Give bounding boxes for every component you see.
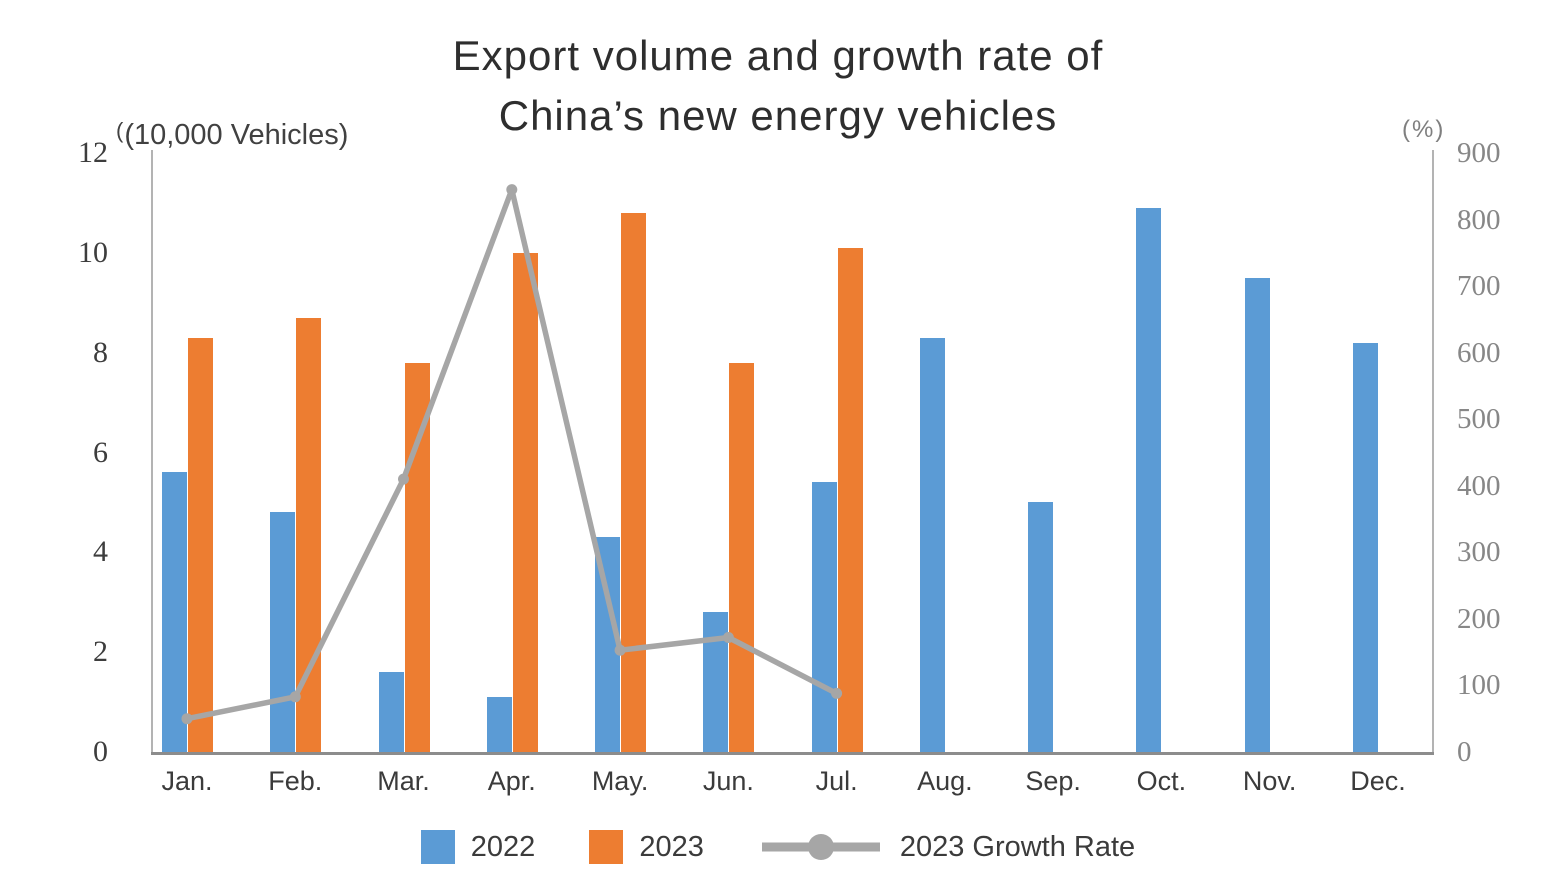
bar-2023-may — [621, 212, 647, 752]
right-axis-tick-900: 900 — [1457, 137, 1501, 169]
x-axis-label-may: May. — [591, 766, 649, 796]
left-axis-tick-12: 12 — [78, 136, 108, 169]
right-axis-tick-100: 100 — [1457, 669, 1501, 702]
x-axis-label-jun: Jun. — [702, 766, 754, 796]
x-axis-label-jul: Jul. — [815, 766, 858, 796]
growth-rate-point-mar — [398, 473, 409, 485]
left-axis-line — [151, 150, 153, 752]
stray-paren-mark: ( — [116, 118, 124, 143]
legend-item-2022: 2022 — [420, 830, 536, 864]
right-axis-tick-700: 700 — [1457, 270, 1501, 303]
right-axis-line — [1432, 150, 1434, 752]
bar-2022-sep — [1028, 502, 1054, 752]
growth-rate-point-jun — [722, 632, 734, 643]
right-axis-tick-800: 800 — [1457, 203, 1501, 236]
legend-line-sample — [761, 834, 880, 860]
bar-2023-feb — [296, 317, 322, 752]
chart-title-line2: China’s new energy vehicles — [498, 92, 1058, 139]
legend-label-growth-rate: 2023 Growth Rate — [899, 830, 1136, 863]
left-axis-tick-8: 8 — [93, 335, 108, 369]
growth-rate-point-jul — [831, 687, 843, 699]
chart-title: Export volume and growth rate of China’s… — [0, 26, 1556, 146]
bar-2023-jun — [729, 362, 755, 752]
legend-item-2023: 2023 — [589, 830, 704, 864]
legend: 2022 2023 2023 Growth Rate — [0, 824, 1556, 870]
right-axis-tick-400: 400 — [1457, 469, 1501, 502]
legend-label-2022: 2022 — [470, 830, 536, 863]
x-axis-label-jan: Jan. — [161, 766, 213, 796]
right-axis-tick-200: 200 — [1457, 602, 1501, 635]
right-axis-unit-label: (%) — [1402, 116, 1446, 143]
x-axis-label-nov: Nov. — [1242, 766, 1297, 796]
chart-title-line1: Export volume and growth rate of — [452, 32, 1104, 79]
bar-2023-apr — [512, 252, 538, 752]
x-axis-baseline — [151, 752, 1434, 755]
growth-rate-line — [184, 186, 840, 722]
x-axis-label-sep: Sep. — [1025, 766, 1081, 796]
legend-label-2023: 2023 — [639, 830, 704, 863]
x-axis-label-aug: Aug. — [917, 766, 973, 796]
right-axis-tick-0: 0 — [1457, 736, 1472, 768]
x-axis-label-feb: Feb. — [268, 766, 323, 796]
left-axis-tick-2: 2 — [93, 635, 108, 669]
growth-rate-point-may — [614, 644, 626, 656]
bar-2022-mar — [378, 672, 404, 752]
bar-2023-jan — [188, 337, 213, 752]
bar-2022-aug — [919, 337, 945, 752]
x-axis-label-mar: Mar. — [377, 766, 430, 796]
growth-rate-point-jan — [181, 713, 193, 725]
left-axis-tick-0: 0 — [93, 735, 108, 768]
x-axis-label-dec: Dec. — [1350, 766, 1406, 796]
growth-rate-point-apr — [506, 184, 518, 196]
bar-2022-jul — [811, 482, 837, 752]
bar-2022-apr — [486, 697, 512, 752]
right-axis-tick-500: 500 — [1457, 403, 1501, 436]
right-axis-tick-300: 300 — [1457, 536, 1501, 569]
bar-2022-dec — [1352, 342, 1378, 752]
left-axis-unit-label: ((10,000 Vehicles) — [116, 118, 349, 151]
bar-2022-jan — [162, 472, 187, 752]
bar-2022-feb — [270, 512, 296, 752]
growth-rate-point-feb — [289, 691, 301, 703]
legend-item-growth-rate: 2023 Growth Rate — [758, 831, 1135, 864]
x-axis-label-oct: Oct. — [1136, 766, 1187, 796]
legend-swatch-2022 — [420, 830, 455, 864]
bar-2022-nov — [1244, 277, 1270, 752]
x-axis-label-apr: Apr. — [487, 766, 536, 796]
bar-2023-jul — [837, 247, 863, 752]
left-axis-tick-6: 6 — [93, 435, 108, 469]
right-axis-tick-600: 600 — [1457, 336, 1501, 369]
left-axis-tick-10: 10 — [78, 235, 108, 269]
left-axis-tick-4: 4 — [93, 535, 108, 569]
legend-swatch-2023 — [589, 830, 624, 864]
bar-2022-oct — [1136, 207, 1162, 752]
